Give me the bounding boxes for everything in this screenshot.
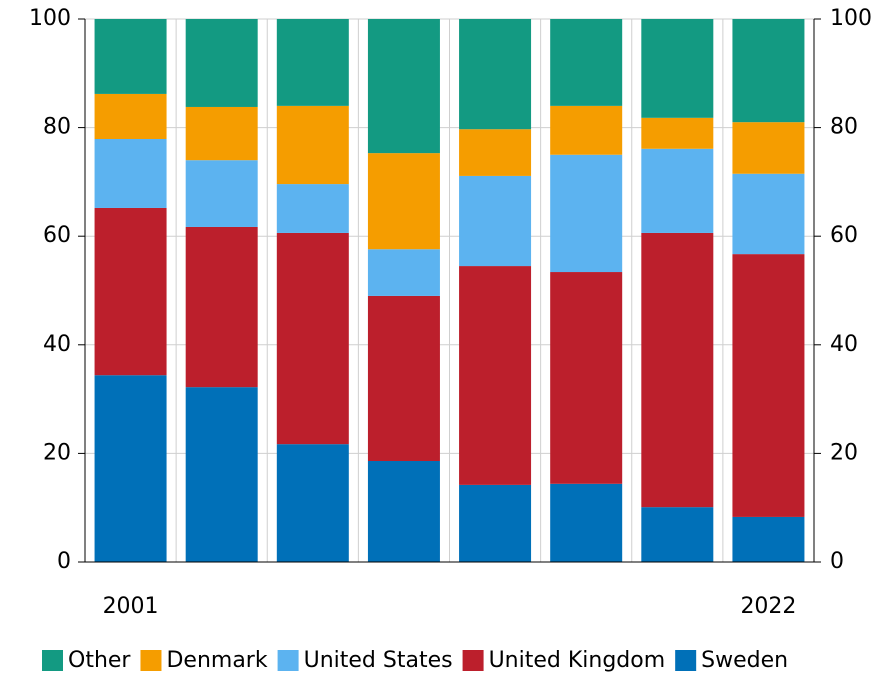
bar-segment <box>185 226 258 388</box>
bar-segment <box>732 254 805 517</box>
bar-segment <box>641 232 714 508</box>
legend-swatch <box>675 650 697 671</box>
bar-segment <box>550 19 623 106</box>
legend-swatch <box>140 650 162 671</box>
y2-tick-label: 20 <box>830 440 858 465</box>
bar-segment <box>185 19 258 107</box>
bar-segment <box>641 117 714 149</box>
y2-tick-label: 0 <box>830 549 844 574</box>
y-tick-label: 100 <box>29 6 71 31</box>
y2-tick-label: 60 <box>830 223 858 248</box>
x-tick-label: 2001 <box>103 594 159 619</box>
bar-segment <box>641 19 714 118</box>
bar-segment <box>367 19 440 154</box>
legend-label: Other <box>68 648 131 673</box>
bar-segment <box>276 105 349 185</box>
bar-segment <box>459 484 532 562</box>
bar-segment <box>276 184 349 233</box>
bar-segment <box>459 266 532 485</box>
bar-segment <box>459 129 532 176</box>
legend-swatch <box>462 650 484 671</box>
bar-segment <box>185 106 258 161</box>
bar-segment <box>550 483 623 562</box>
bar-segment <box>367 249 440 296</box>
bar-segment <box>550 272 623 484</box>
y-tick-label: 0 <box>57 549 71 574</box>
y-tick-label: 60 <box>43 223 71 248</box>
bar-segment <box>94 19 167 94</box>
bar-segment <box>94 93 167 140</box>
y2-tick-label: 100 <box>830 6 872 31</box>
legend-label: Denmark <box>166 648 267 673</box>
bar-segment <box>641 507 714 562</box>
bar-segment <box>367 295 440 462</box>
legend-label: United Kingdom <box>489 648 666 673</box>
bar-segment <box>367 461 440 562</box>
bar-segment <box>276 19 349 106</box>
y2-tick-label: 80 <box>830 115 858 140</box>
bar-segment <box>732 173 805 255</box>
y-tick-label: 80 <box>43 115 71 140</box>
y-tick-label: 20 <box>43 440 71 465</box>
bar-segment <box>94 207 167 376</box>
bar-segment <box>732 19 805 123</box>
bar-segment <box>276 444 349 562</box>
legend-swatch <box>277 650 299 671</box>
bar-segment <box>185 160 258 227</box>
bar-segment <box>550 105 623 155</box>
bar-segment <box>94 139 167 208</box>
bar-segment <box>641 148 714 233</box>
bar-segment <box>94 375 167 562</box>
legend-label: United States <box>304 648 453 673</box>
bar-segment <box>732 122 805 174</box>
bar-segment <box>185 387 258 562</box>
bar-segment <box>367 153 440 250</box>
bar-segment <box>550 154 623 273</box>
x-tick-label: 2022 <box>740 594 796 619</box>
legend-swatch <box>42 650 63 671</box>
y-tick-label: 40 <box>43 332 71 357</box>
y2-tick-label: 40 <box>830 332 858 357</box>
bar-segment <box>459 19 532 130</box>
bar-segment <box>732 516 805 562</box>
bar-segment <box>459 175 532 267</box>
legend-label: Sweden <box>701 648 788 673</box>
bar-segment <box>276 232 349 445</box>
